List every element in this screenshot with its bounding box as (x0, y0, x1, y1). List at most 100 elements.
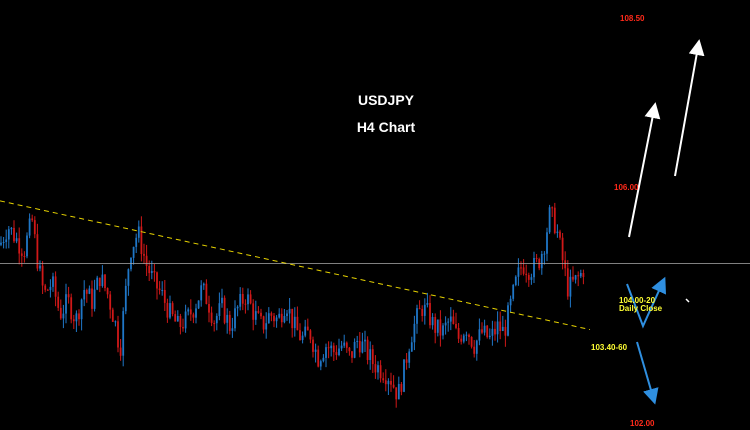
candle-body-25 (65, 294, 67, 314)
candle-body-158 (410, 342, 413, 352)
candle-body-94 (244, 303, 247, 305)
candle-body-27 (70, 297, 73, 320)
candle-body-91 (236, 306, 239, 309)
candle-body-133 (345, 342, 348, 348)
candle-body-186 (483, 325, 486, 333)
candle-body-141 (366, 339, 369, 360)
level-label-2: 104.00-20 (619, 296, 656, 306)
candle-body-125 (325, 347, 327, 358)
candle-body-6 (15, 238, 18, 242)
candle-body-219 (569, 276, 572, 297)
candle-body-147 (382, 378, 385, 381)
candle-body-122 (317, 349, 320, 367)
candle-body-139 (361, 341, 364, 353)
candle-body-44 (114, 321, 117, 323)
candle-body-168 (436, 319, 439, 333)
candle-body-82 (213, 323, 216, 324)
candle-body-28 (72, 319, 75, 322)
candle-body-132 (343, 342, 346, 346)
candle-body-104 (270, 313, 273, 316)
candle-body-5 (13, 227, 15, 242)
candle-body-148 (384, 380, 387, 385)
candle-body-118 (306, 326, 309, 331)
candle-body-181 (470, 337, 473, 347)
candle-body-35 (91, 288, 93, 309)
candle-body-124 (322, 357, 325, 362)
candle-body-10 (26, 235, 28, 257)
candle-body-34 (88, 288, 91, 294)
candle-body-30 (78, 313, 80, 320)
candle-body-189 (491, 328, 494, 336)
candle-body-11 (28, 218, 31, 236)
candle-body-36 (93, 289, 96, 309)
candle-body-69 (179, 316, 182, 327)
candle-body-179 (465, 334, 468, 336)
candle-body-144 (374, 364, 377, 373)
candle-body-174 (452, 316, 455, 324)
candle-body-194 (504, 326, 507, 336)
candle-body-216 (561, 237, 564, 261)
candle-body-37 (96, 277, 99, 290)
candle-body-19 (49, 286, 52, 291)
candle-body-197 (512, 285, 515, 299)
candle-body-193 (501, 326, 504, 331)
candle-body-187 (486, 325, 489, 338)
candle-body-77 (200, 285, 203, 301)
candle-body-157 (408, 351, 411, 363)
candle-body-150 (390, 380, 392, 385)
candle-body-89 (231, 328, 234, 331)
candle-body-109 (283, 316, 286, 323)
candle-body-81 (210, 312, 213, 323)
candle-body-103 (267, 313, 270, 324)
candle-body-113 (293, 316, 296, 329)
candle-body-45 (117, 321, 119, 348)
candle-body-79 (205, 283, 208, 304)
candle-body-201 (522, 267, 525, 274)
candle-body-53 (137, 226, 140, 238)
candle-body-146 (379, 365, 382, 379)
target-arrow-106 (628, 102, 661, 238)
candle-body-17 (44, 285, 47, 290)
candle-body-70 (182, 327, 184, 329)
candle-body-112 (291, 308, 294, 329)
candle-body-76 (197, 300, 200, 309)
candle-body-43 (111, 309, 114, 322)
candle-body-39 (101, 274, 104, 286)
candle-body-15 (39, 265, 41, 269)
candle-body-8 (20, 253, 23, 256)
chart-title: USDJPY (357, 92, 415, 108)
chart-subtitle: H4 Chart (356, 119, 416, 135)
candle-body-155 (403, 359, 405, 392)
candle-body-172 (447, 321, 450, 323)
level-label-0: 108.50 (620, 13, 645, 23)
candle-body-114 (296, 316, 299, 331)
candles-group (0, 202, 585, 408)
candle-body-18 (46, 289, 49, 291)
candle-body-105 (273, 315, 275, 322)
candle-body-205 (533, 258, 535, 278)
candle-body-0 (0, 242, 2, 245)
candle-body-210 (546, 232, 548, 254)
candle-body-99 (257, 311, 260, 313)
candle-body-29 (75, 313, 78, 322)
candle-body-121 (314, 349, 317, 352)
candle-body-173 (449, 316, 452, 322)
candle-body-93 (241, 294, 244, 304)
candle-body-98 (254, 311, 257, 320)
candle-body-67 (174, 314, 177, 322)
candle-body-42 (109, 294, 112, 310)
candle-body-162 (421, 309, 424, 316)
candle-body-154 (400, 384, 403, 392)
candle-body-90 (234, 308, 236, 329)
candle-body-182 (473, 346, 476, 354)
candle-body-129 (335, 352, 338, 355)
candle-body-163 (423, 304, 426, 316)
candle-body-137 (356, 340, 359, 342)
candle-body-208 (540, 254, 543, 269)
candle-body-128 (332, 345, 335, 353)
candle-body-140 (364, 339, 366, 342)
candle-body-120 (312, 339, 314, 352)
candle-body-149 (387, 380, 390, 385)
candle-body-184 (478, 329, 481, 341)
candle-body-47 (122, 311, 125, 356)
